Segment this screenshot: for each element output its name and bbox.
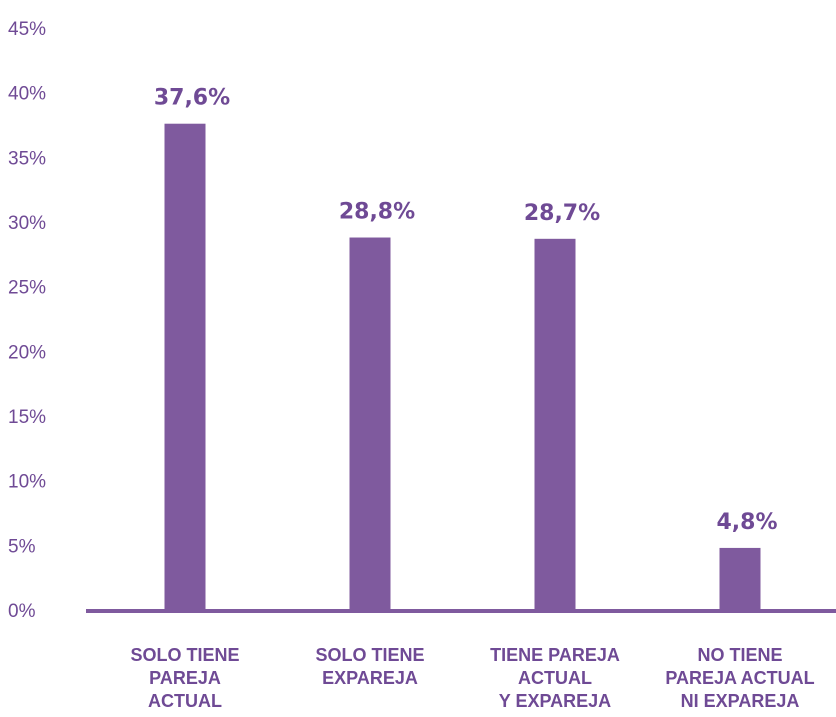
- y-tick-label: 15%: [8, 407, 46, 428]
- y-tick-label: 30%: [8, 213, 46, 234]
- bars: [164, 123, 761, 610]
- y-tick-label: 40%: [8, 84, 46, 105]
- category-label-line: SOLO TIENE: [315, 645, 424, 665]
- y-tick-label: 35%: [8, 148, 46, 169]
- data-label: 4,8%: [716, 510, 777, 535]
- data-labels: 37,6% 28,8% 28,7% 4,8%: [154, 86, 778, 535]
- category-label-line: PAREJA ACTUAL: [665, 668, 814, 688]
- bar: [349, 237, 391, 610]
- category-label-line: Y EXPAREJA: [499, 691, 611, 711]
- data-label: 28,7%: [524, 201, 600, 226]
- category-label-line: NI EXPAREJA: [681, 691, 800, 711]
- category-label-line: PAREJA: [149, 668, 221, 688]
- category-labels: SOLO TIENE PAREJA ACTUAL SOLO TIENE EXPAREJA…: [130, 645, 814, 711]
- category-label: SOLO TIENE EXPAREJA: [315, 645, 424, 688]
- y-tick-label: 20%: [8, 342, 46, 363]
- bar: [534, 238, 576, 610]
- data-label: 37,6%: [154, 86, 230, 111]
- category-label-line: NO TIENE: [697, 645, 782, 665]
- category-label-line: EXPAREJA: [322, 668, 418, 688]
- category-label-line: ACTUAL: [518, 668, 592, 688]
- category-label-line: TIENE PAREJA: [490, 645, 620, 665]
- y-tick-label: 10%: [8, 472, 46, 493]
- category-label: TIENE PAREJA ACTUAL Y EXPAREJA: [490, 645, 620, 711]
- category-label: NO TIENE PAREJA ACTUAL NI EXPAREJA: [665, 645, 814, 711]
- bar: [164, 123, 206, 610]
- y-tick-label: 5%: [8, 536, 36, 557]
- category-label: SOLO TIENE PAREJA ACTUAL: [130, 645, 239, 711]
- category-label-line: SOLO TIENE: [130, 645, 239, 665]
- y-tick-label: 45%: [8, 19, 46, 40]
- y-axis-ticks: 0% 5% 10% 15% 20% 25% 30% 35% 40% 45%: [8, 19, 46, 622]
- data-label: 28,8%: [339, 200, 415, 225]
- y-tick-label: 0%: [8, 601, 36, 622]
- bar: [719, 547, 761, 610]
- category-label-line: ACTUAL: [148, 691, 222, 711]
- y-tick-label: 25%: [8, 278, 46, 299]
